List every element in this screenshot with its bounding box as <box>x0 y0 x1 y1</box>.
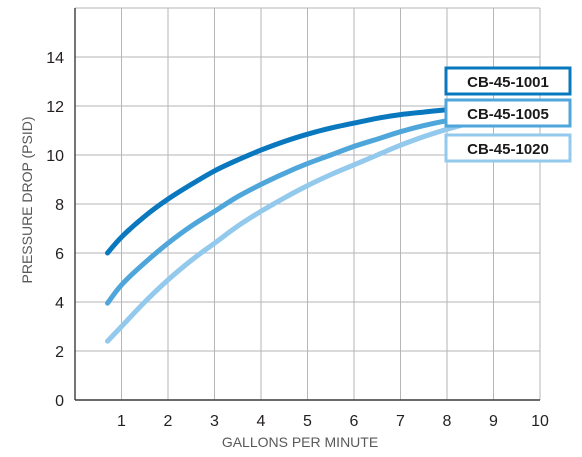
legend-label: CB-45-1020 <box>467 141 549 158</box>
legend-box <box>444 98 572 128</box>
y-tick-label: 14 <box>46 50 64 67</box>
legend-box <box>444 66 572 96</box>
series-line-cb-45-1005 <box>105 109 506 306</box>
legend-entry-cb-45-1001: CB-45-1001 <box>444 66 572 96</box>
series-lines <box>105 104 506 344</box>
x-tick-label: 6 <box>350 413 359 430</box>
series-line-cb-45-1020 <box>105 114 506 344</box>
y-axis-label: PRESSURE DROP (PSID) <box>19 117 35 284</box>
x-tick-label: 4 <box>257 413 266 430</box>
legend-label: CB-45-1005 <box>467 106 549 123</box>
y-tick-label: 0 <box>55 393 64 410</box>
legend-label: CB-45-1001 <box>467 74 549 91</box>
legend-box <box>444 133 572 163</box>
x-tick-label: 10 <box>531 413 549 430</box>
x-tick-label: 1 <box>117 413 126 430</box>
x-tick-label: 8 <box>443 413 452 430</box>
y-tick-label: 10 <box>46 148 64 165</box>
y-tick-label: 12 <box>46 99 64 116</box>
x-tick-label: 2 <box>164 413 173 430</box>
y-tick-labels: 0 2 4 6 8 10 12 14 <box>46 50 64 410</box>
x-tick-label: 5 <box>303 413 312 430</box>
legend-entry-cb-45-1020: CB-45-1020 <box>444 133 572 163</box>
y-tick-label: 6 <box>55 246 64 263</box>
legend: CB-45-1001 CB-45-1005 CB-45-1020 <box>444 66 572 163</box>
x-tick-label: 9 <box>489 413 498 430</box>
x-tick-label: 7 <box>396 413 405 430</box>
x-tick-labels: 1 2 3 4 5 6 7 8 9 10 <box>117 413 549 430</box>
x-tick-label: 3 <box>210 413 219 430</box>
y-tick-label: 2 <box>55 344 64 361</box>
y-tick-label: 4 <box>55 295 64 312</box>
series-line-cb-45-1001 <box>105 104 506 256</box>
legend-entry-cb-45-1005: CB-45-1005 <box>444 98 572 128</box>
x-axis-label: GALLONS PER MINUTE <box>222 434 378 450</box>
y-tick-label: 8 <box>55 197 64 214</box>
